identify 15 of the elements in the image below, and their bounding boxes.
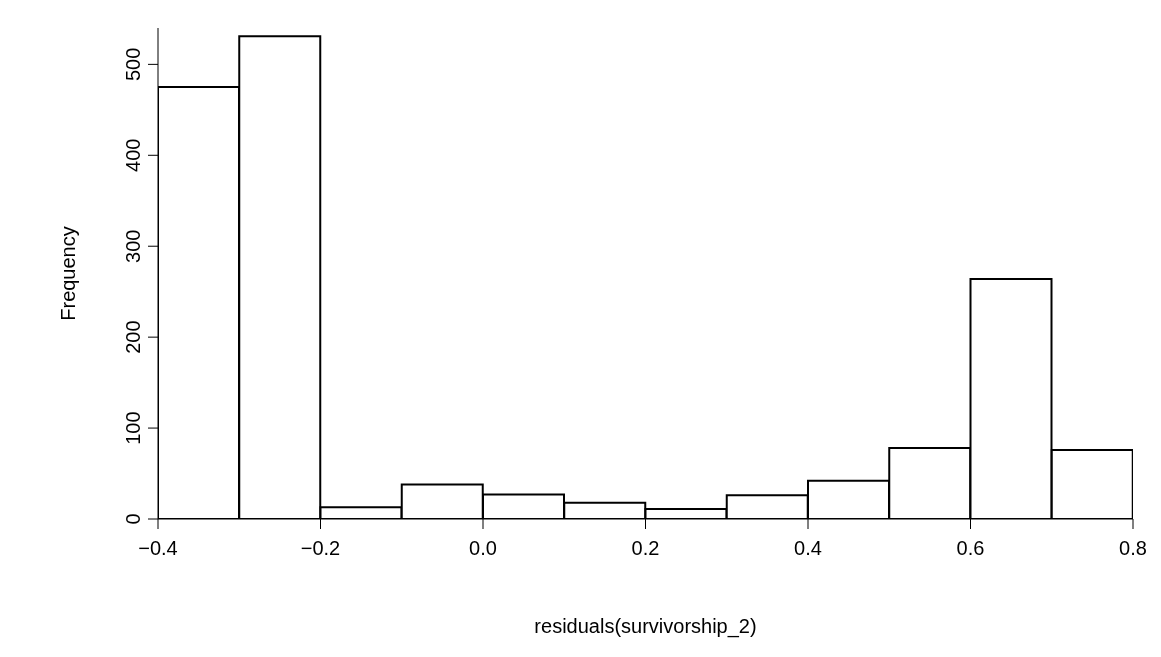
y-tick-label: 500 bbox=[122, 47, 144, 82]
y-tick-label: 200 bbox=[122, 320, 144, 354]
x-tick-label: 0.4 bbox=[794, 537, 822, 559]
x-tick-label: 0.6 bbox=[956, 537, 985, 559]
x-axis-title: residuals(survivorship_2) bbox=[534, 615, 757, 639]
x-tick-label: 0.8 bbox=[1119, 537, 1147, 559]
y-axis-title: Frequency bbox=[57, 226, 80, 321]
x-tick-label: −0.2 bbox=[300, 537, 341, 559]
y-tick-label: 400 bbox=[122, 138, 144, 172]
y-tick-label: 300 bbox=[122, 229, 144, 263]
x-tick-label: 0.0 bbox=[469, 537, 497, 559]
y-tick-label: 0 bbox=[122, 513, 144, 525]
x-tick-label: −0.4 bbox=[138, 537, 178, 559]
y-tick-label: 100 bbox=[122, 411, 144, 445]
x-tick-label: 0.2 bbox=[631, 537, 660, 559]
